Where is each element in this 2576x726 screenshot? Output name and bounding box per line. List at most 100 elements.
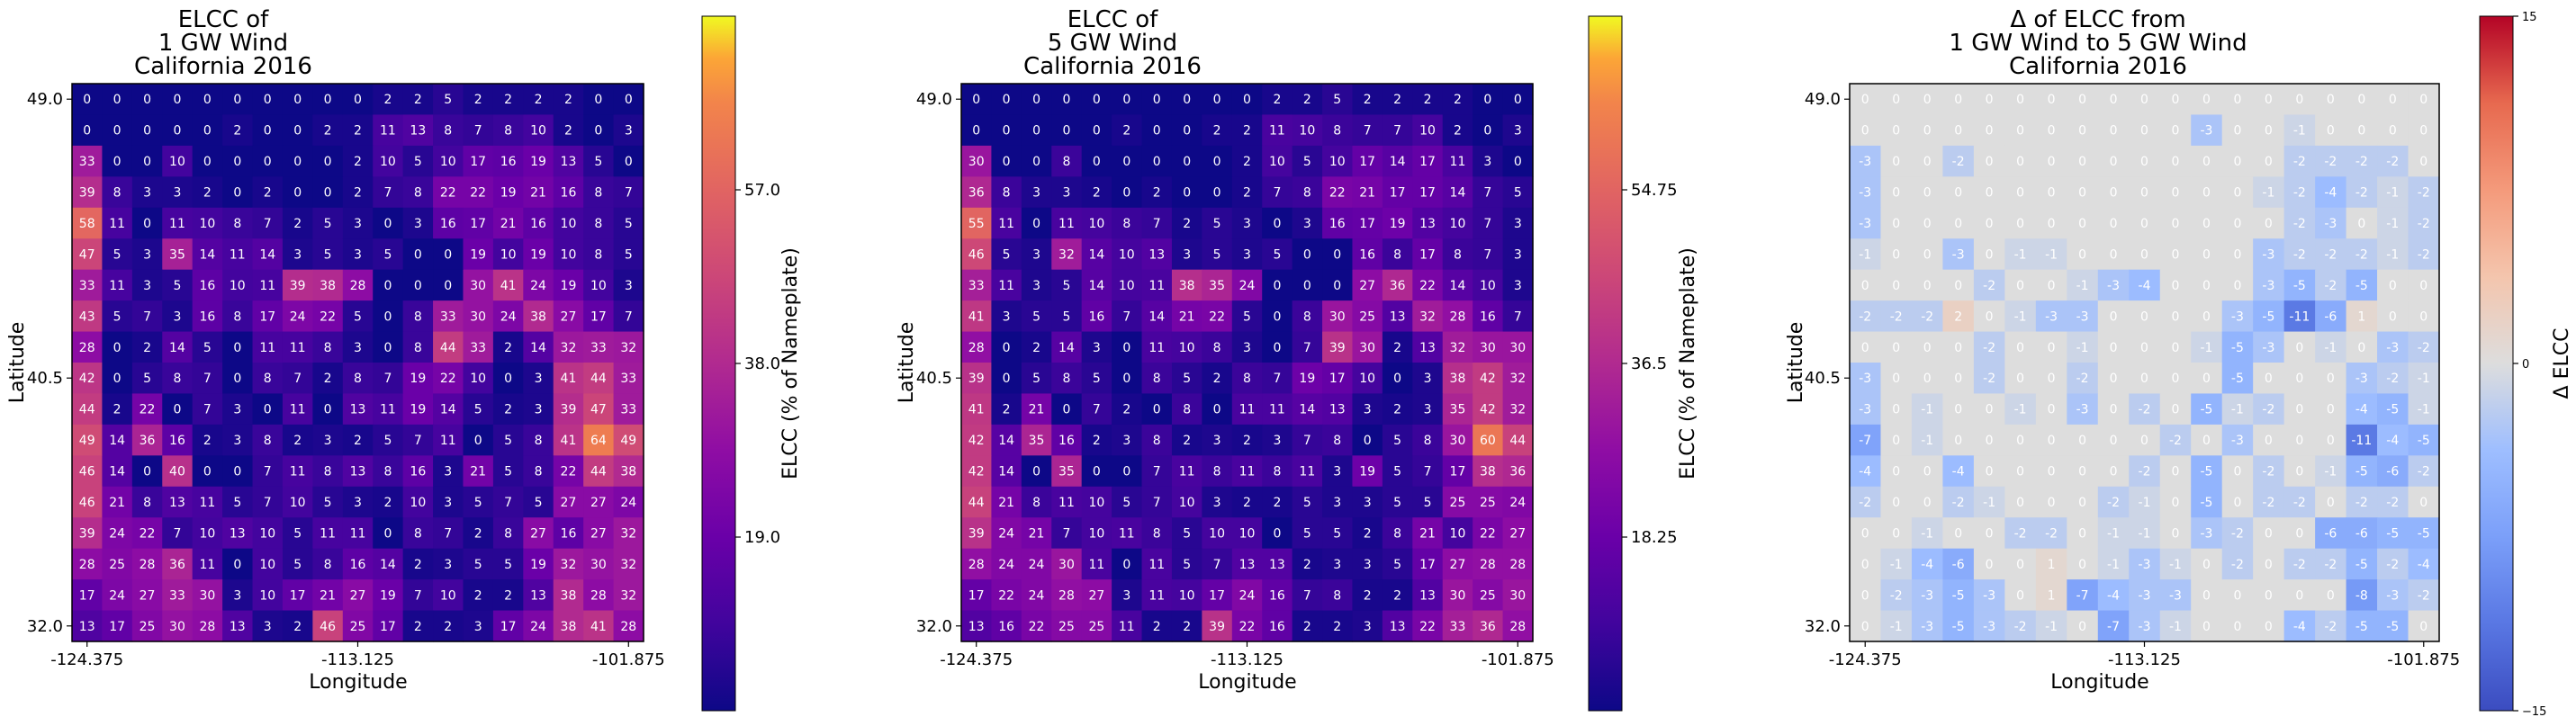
heatmap-cell — [492, 424, 524, 456]
cell-value-label: 0 — [2172, 279, 2180, 293]
heatmap-cell — [2315, 548, 2347, 580]
cell-value-label: 47 — [79, 247, 95, 262]
cell-value-label: 8 — [143, 496, 151, 510]
cell-value-label: 0 — [2172, 496, 2180, 510]
y-tick-label: 32.0 — [1805, 617, 1841, 636]
cell-value-label: -4 — [2386, 434, 2399, 448]
cell-value-label: 7 — [474, 124, 482, 139]
cell-value-label: 16 — [1058, 434, 1075, 448]
heatmap-cell — [2377, 238, 2409, 271]
heatmap-cell — [583, 269, 615, 301]
heatmap-cell — [1911, 145, 1944, 177]
cell-value-label: 0 — [2078, 186, 2086, 201]
cell-value-label: 0 — [1303, 247, 1311, 262]
heatmap-cell — [553, 145, 584, 177]
heatmap-cell — [1850, 114, 1882, 147]
cell-value-label: -2 — [2386, 155, 2399, 169]
heatmap-cell — [1502, 269, 1534, 301]
cell-value-label: -1 — [2169, 558, 2182, 572]
cell-value-label: 36 — [968, 186, 985, 201]
cell-value-label: 0 — [2140, 372, 2148, 386]
heatmap-cell — [1880, 84, 1913, 116]
cell-value-label: 27 — [1450, 558, 1466, 572]
heatmap-cell — [1231, 424, 1263, 456]
heatmap-cell — [1973, 84, 2005, 116]
heatmap-cell — [1973, 114, 2005, 147]
cell-value-label: 8 — [1303, 309, 1311, 324]
heatmap-cell — [1382, 331, 1413, 363]
heatmap-cell — [583, 84, 615, 116]
heatmap-cell — [1081, 238, 1112, 271]
heatmap-cell — [991, 393, 1022, 426]
cell-value-label: 0 — [2078, 124, 2086, 139]
heatmap-cell — [1973, 548, 2005, 580]
heatmap-cell — [2346, 269, 2378, 301]
heatmap-cell — [2283, 84, 2316, 116]
y-axis-label: Latitude — [1785, 322, 1807, 404]
cell-value-label: 5 — [1032, 309, 1040, 324]
heatmap-cell — [2129, 84, 2161, 116]
heatmap-cell — [2315, 176, 2347, 209]
cell-value-label: 27 — [561, 309, 577, 324]
cell-value-label: 2 — [1303, 93, 1311, 107]
cell-value-label: 28 — [79, 558, 95, 572]
heatmap-cell — [1202, 363, 1233, 395]
heatmap-cell — [312, 269, 344, 301]
cell-value-label: 11 — [1239, 465, 1256, 480]
heatmap-cell — [402, 238, 434, 271]
heatmap-cell — [2004, 548, 2037, 580]
cell-value-label: 0 — [444, 247, 452, 262]
cell-value-label: 41 — [968, 403, 985, 417]
heatmap-cell — [1442, 145, 1473, 177]
heatmap-cell — [252, 548, 284, 580]
cell-value-label: -1 — [2418, 372, 2430, 386]
cell-value-label: 2 — [1122, 403, 1130, 417]
cell-value-label: 2 — [1454, 93, 1462, 107]
cell-value-label: 33 — [79, 155, 95, 169]
heatmap-cell — [1502, 579, 1534, 612]
heatmap-cell — [1880, 424, 1913, 456]
heatmap-cell — [342, 486, 374, 518]
cell-value-label: 2 — [1032, 341, 1040, 355]
heatmap-cell — [1112, 145, 1143, 177]
cell-value-label: 24 — [620, 496, 636, 510]
heatmap-cell — [1051, 114, 1083, 147]
heatmap-cell — [1081, 207, 1112, 239]
cell-value-label: 44 — [590, 465, 607, 480]
heatmap-cell — [252, 269, 284, 301]
heatmap-cell — [2191, 238, 2223, 271]
cell-value-label: 0 — [2202, 588, 2211, 603]
cell-value-label: -2 — [2169, 434, 2182, 448]
cell-value-label: -1 — [2200, 341, 2212, 355]
cell-value-label: 13 — [1148, 247, 1165, 262]
heatmap-cell — [2097, 269, 2130, 301]
cell-value-label: 5 — [174, 279, 182, 293]
heatmap-cell — [1141, 393, 1173, 426]
heatmap-cell — [2315, 393, 2347, 426]
heatmap-cell — [222, 455, 254, 488]
heatmap-cell — [2377, 579, 2409, 612]
cell-value-label: 0 — [2389, 93, 2397, 107]
heatmap-cell — [2346, 300, 2378, 333]
heatmap-cell — [312, 176, 344, 209]
heatmap-cell — [1021, 610, 1052, 642]
cell-value-label: -1 — [2014, 403, 2027, 417]
heatmap-cell — [2067, 393, 2099, 426]
cell-value-label: 3 — [1093, 341, 1101, 355]
x-tick-label: -101.875 — [592, 650, 665, 669]
heatmap-cell — [1973, 363, 2005, 395]
heatmap-cell — [2035, 579, 2067, 612]
heatmap-cell — [1262, 331, 1293, 363]
heatmap-cell — [1292, 207, 1323, 239]
heatmap-cell — [492, 517, 524, 550]
cell-value-label: 3 — [1424, 403, 1432, 417]
cell-value-label: 2 — [324, 372, 332, 386]
heatmap-cell — [2191, 331, 2223, 363]
heatmap-cell — [162, 238, 194, 271]
cell-value-label: 7 — [1483, 217, 1491, 231]
heatmap-cell — [131, 207, 163, 239]
y-tick-label: 32.0 — [916, 617, 952, 636]
heatmap-cell — [2129, 548, 2161, 580]
heatmap-cell — [613, 548, 644, 580]
heatmap-cell — [2315, 207, 2347, 239]
